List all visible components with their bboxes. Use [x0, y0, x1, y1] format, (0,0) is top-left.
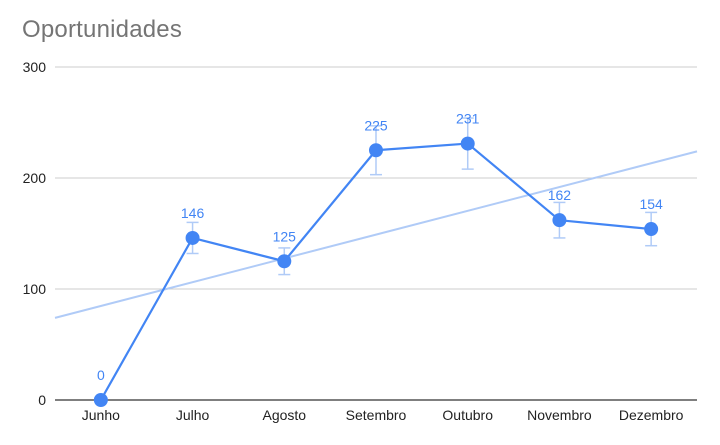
y-tick-label: 300: [23, 59, 47, 75]
data-point: [460, 136, 475, 151]
error-bars: [186, 117, 658, 276]
y-tick-label: 100: [23, 281, 47, 297]
data-labels: 0 146 125 225 231 162 154: [97, 111, 663, 383]
data-label: 162: [548, 187, 572, 203]
y-tick-label: 0: [38, 392, 46, 408]
y-axis-ticks: 0 100 200 300: [23, 59, 47, 408]
data-label: 125: [273, 228, 297, 244]
y-tick-label: 200: [23, 170, 47, 186]
data-point: [93, 393, 108, 407]
x-tick-label: Agosto: [262, 407, 306, 423]
data-point: [644, 222, 659, 237]
trendline-layer: [54, 150, 698, 319]
x-axis-ticks: Junho Julho Agosto Setembro Outubro Novembro D…: [82, 407, 684, 423]
x-tick-label: Julho: [176, 407, 210, 423]
grid-lines: [55, 66, 697, 401]
data-label: 231: [456, 111, 480, 127]
trendline: [54, 150, 698, 319]
chart-title: Oportunidades: [22, 16, 183, 43]
series-line: [99, 142, 652, 401]
x-tick-label: Dezembro: [619, 407, 684, 423]
data-label: 0: [97, 367, 105, 383]
data-point: [185, 230, 200, 245]
x-tick-label: Novembro: [527, 407, 592, 423]
data-label: 225: [364, 117, 388, 133]
series-layer: [93, 136, 659, 407]
x-tick-label: Setembro: [346, 407, 407, 423]
data-point: [369, 143, 383, 158]
data-label: 146: [181, 205, 205, 221]
data-point: [277, 254, 292, 269]
x-tick-label: Junho: [82, 407, 120, 423]
data-point: [552, 213, 567, 228]
data-label: 154: [639, 196, 663, 212]
x-tick-label: Outubro: [442, 407, 493, 423]
